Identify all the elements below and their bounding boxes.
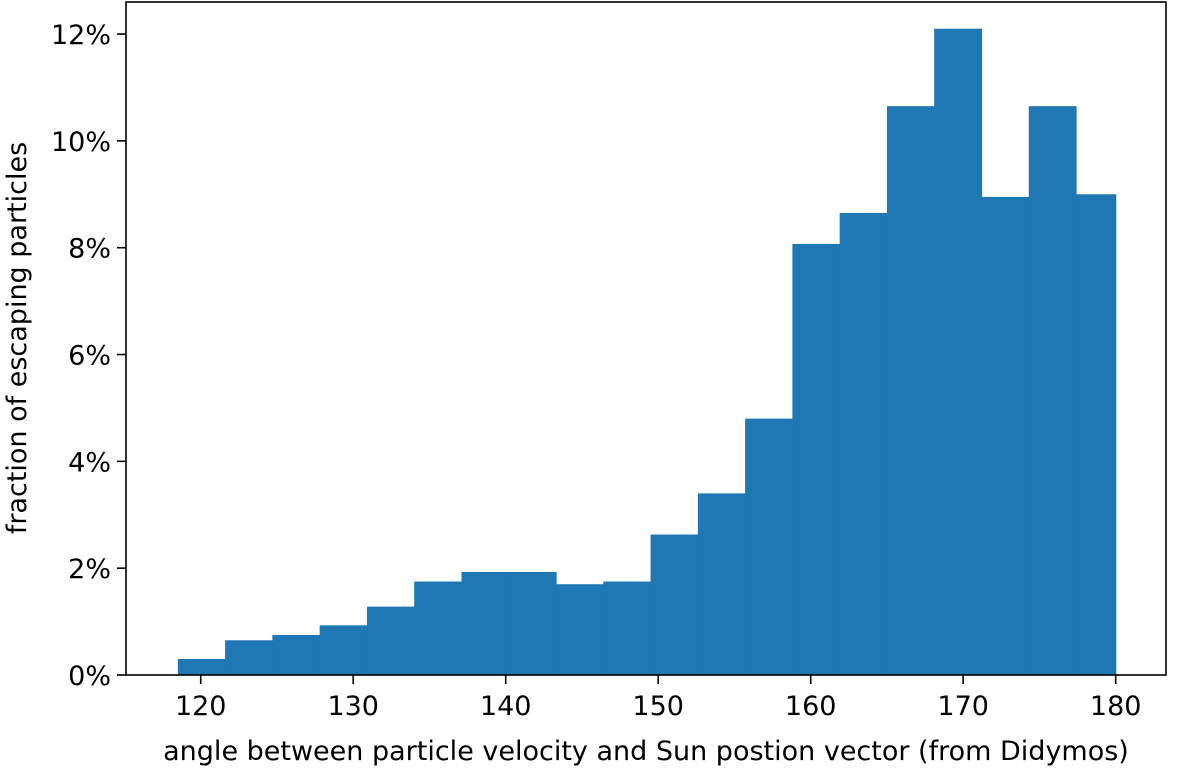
x-tick-label: 180: [1090, 691, 1142, 722]
histogram-bar: [461, 571, 510, 675]
y-tick-label: 10%: [51, 127, 111, 158]
y-axis-label: fraction of escaping particles: [2, 142, 33, 534]
histogram-bar: [414, 581, 463, 675]
y-tick-label: 12%: [51, 20, 111, 51]
x-tick-label: 150: [632, 691, 684, 722]
x-axis-label: angle between particle velocity and Sun …: [163, 736, 1129, 767]
histogram-bar: [934, 28, 983, 675]
histogram-bar: [508, 571, 557, 675]
y-tick-label: 2%: [68, 554, 111, 585]
histogram-bar: [556, 584, 604, 675]
histogram-bar: [697, 493, 746, 675]
histogram-bar: [981, 196, 1030, 675]
x-tick-label: 170: [937, 691, 989, 722]
histogram-bar: [839, 212, 888, 675]
histogram-bar: [1028, 106, 1077, 675]
bars-group: [177, 28, 1117, 676]
y-tick-label: 0%: [68, 661, 111, 692]
histogram-bar: [886, 106, 935, 675]
histogram-bar: [272, 634, 321, 675]
histogram-bar: [745, 418, 793, 675]
x-tick-label: 130: [327, 691, 379, 722]
histogram-bar: [366, 606, 415, 675]
histogram-bar: [225, 640, 273, 675]
y-tick-label: 6%: [68, 341, 111, 372]
x-tick-label: 160: [785, 691, 837, 722]
y-tick-label: 8%: [68, 234, 111, 265]
histogram-bar: [319, 625, 368, 675]
histogram-bar: [603, 581, 652, 675]
histogram-bar: [792, 243, 841, 675]
histogram-bar: [177, 658, 226, 675]
x-tick-label: 120: [175, 691, 227, 722]
histogram-bar: [650, 534, 699, 675]
plot-frame: [125, 1, 1167, 676]
y-axis-ticks: 0% 2% 4% 6% 8% 10% 12%: [51, 20, 126, 692]
x-axis-ticks: 120 130 140 150 160 170 180: [175, 675, 1142, 722]
y-tick-label: 4%: [68, 447, 111, 478]
histogram-bar: [1076, 194, 1117, 676]
x-tick-label: 140: [480, 691, 532, 722]
